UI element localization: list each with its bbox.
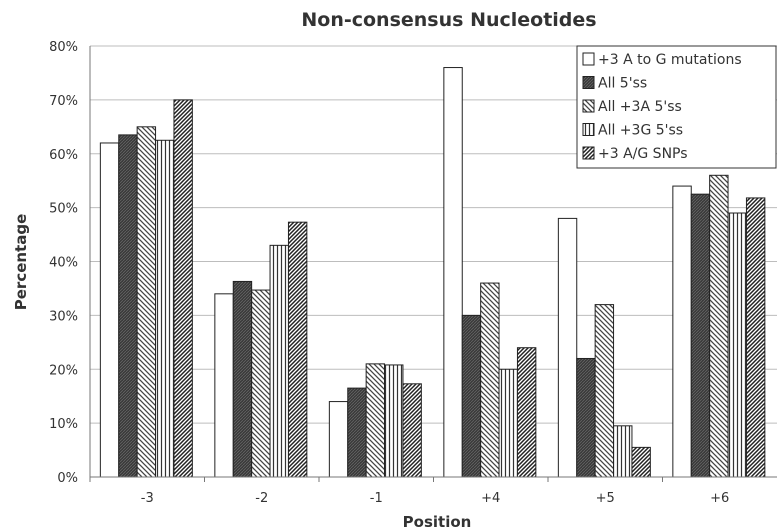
legend-label: +3 A/G SNPs [598,146,688,162]
x-tick-labels: -3 -2 -1 +4 +5 +6 [141,491,730,506]
bar [576,357,596,478]
x-ticks [89,477,663,482]
bar [631,446,651,478]
bar [672,185,692,478]
legend-label: All +3A 5'ss [598,99,682,115]
legend-swatch [582,76,595,89]
y-tick-label: 50% [49,202,78,217]
x-tick-label: -2 [255,491,268,506]
bar [709,174,729,478]
x-tick-label: -3 [141,491,154,506]
bar [99,142,120,478]
bar [173,99,193,478]
bar [480,282,500,478]
legend-swatch [582,146,595,160]
bar [384,364,404,478]
legend-swatch [582,52,595,66]
bar [232,280,253,478]
bar [136,126,157,478]
bar [328,401,349,478]
gridlines [90,45,777,424]
legend-swatch [582,99,595,113]
bar [498,368,518,478]
x-tick-label: +6 [710,491,729,506]
bar [745,197,766,478]
legend-box [576,45,777,169]
bar [365,363,386,478]
x-tick-label: +5 [596,491,615,506]
y-tick-label: 10% [49,417,78,432]
bar [402,383,422,478]
legend-label: All +3G 5'ss [598,123,683,139]
y-tick-labels: 0% 10% 20% 30% 40% 50% 60% 70% 80% [49,40,78,486]
bar [251,289,271,478]
x-tick-label: +4 [481,491,500,506]
bar [269,244,289,478]
legend-label: +3 A to G mutations [598,52,742,68]
y-tick-label: 40% [49,256,78,271]
bar [347,387,367,478]
bar [214,293,234,478]
bar [516,347,537,478]
bar [690,193,711,478]
y-tick-label: 30% [49,309,78,324]
bar [461,314,482,478]
bar [287,221,308,478]
bar [613,425,633,478]
y-tick-label: 20% [49,363,78,378]
legend-label: All 5'ss [598,76,647,92]
bar [443,67,463,478]
bar [594,304,615,478]
bar [118,134,138,478]
chart-title: Non-consensus Nucleotides [301,9,596,31]
y-tick-label: 0% [57,471,78,486]
x-tick-label: -1 [370,491,383,506]
y-tick-label: 80% [49,40,78,55]
legend: +3 A to G mutations All 5'ss All +3A 5'ss A… [576,45,777,169]
legend-swatch [582,123,595,136]
bar [155,139,175,478]
y-tick-label: 60% [49,148,78,163]
bar [557,217,578,478]
bar [727,212,747,478]
y-tick-label: 70% [49,94,78,109]
y-axis-title: Percentage [12,214,30,311]
x-axis-title: Position [403,513,472,531]
